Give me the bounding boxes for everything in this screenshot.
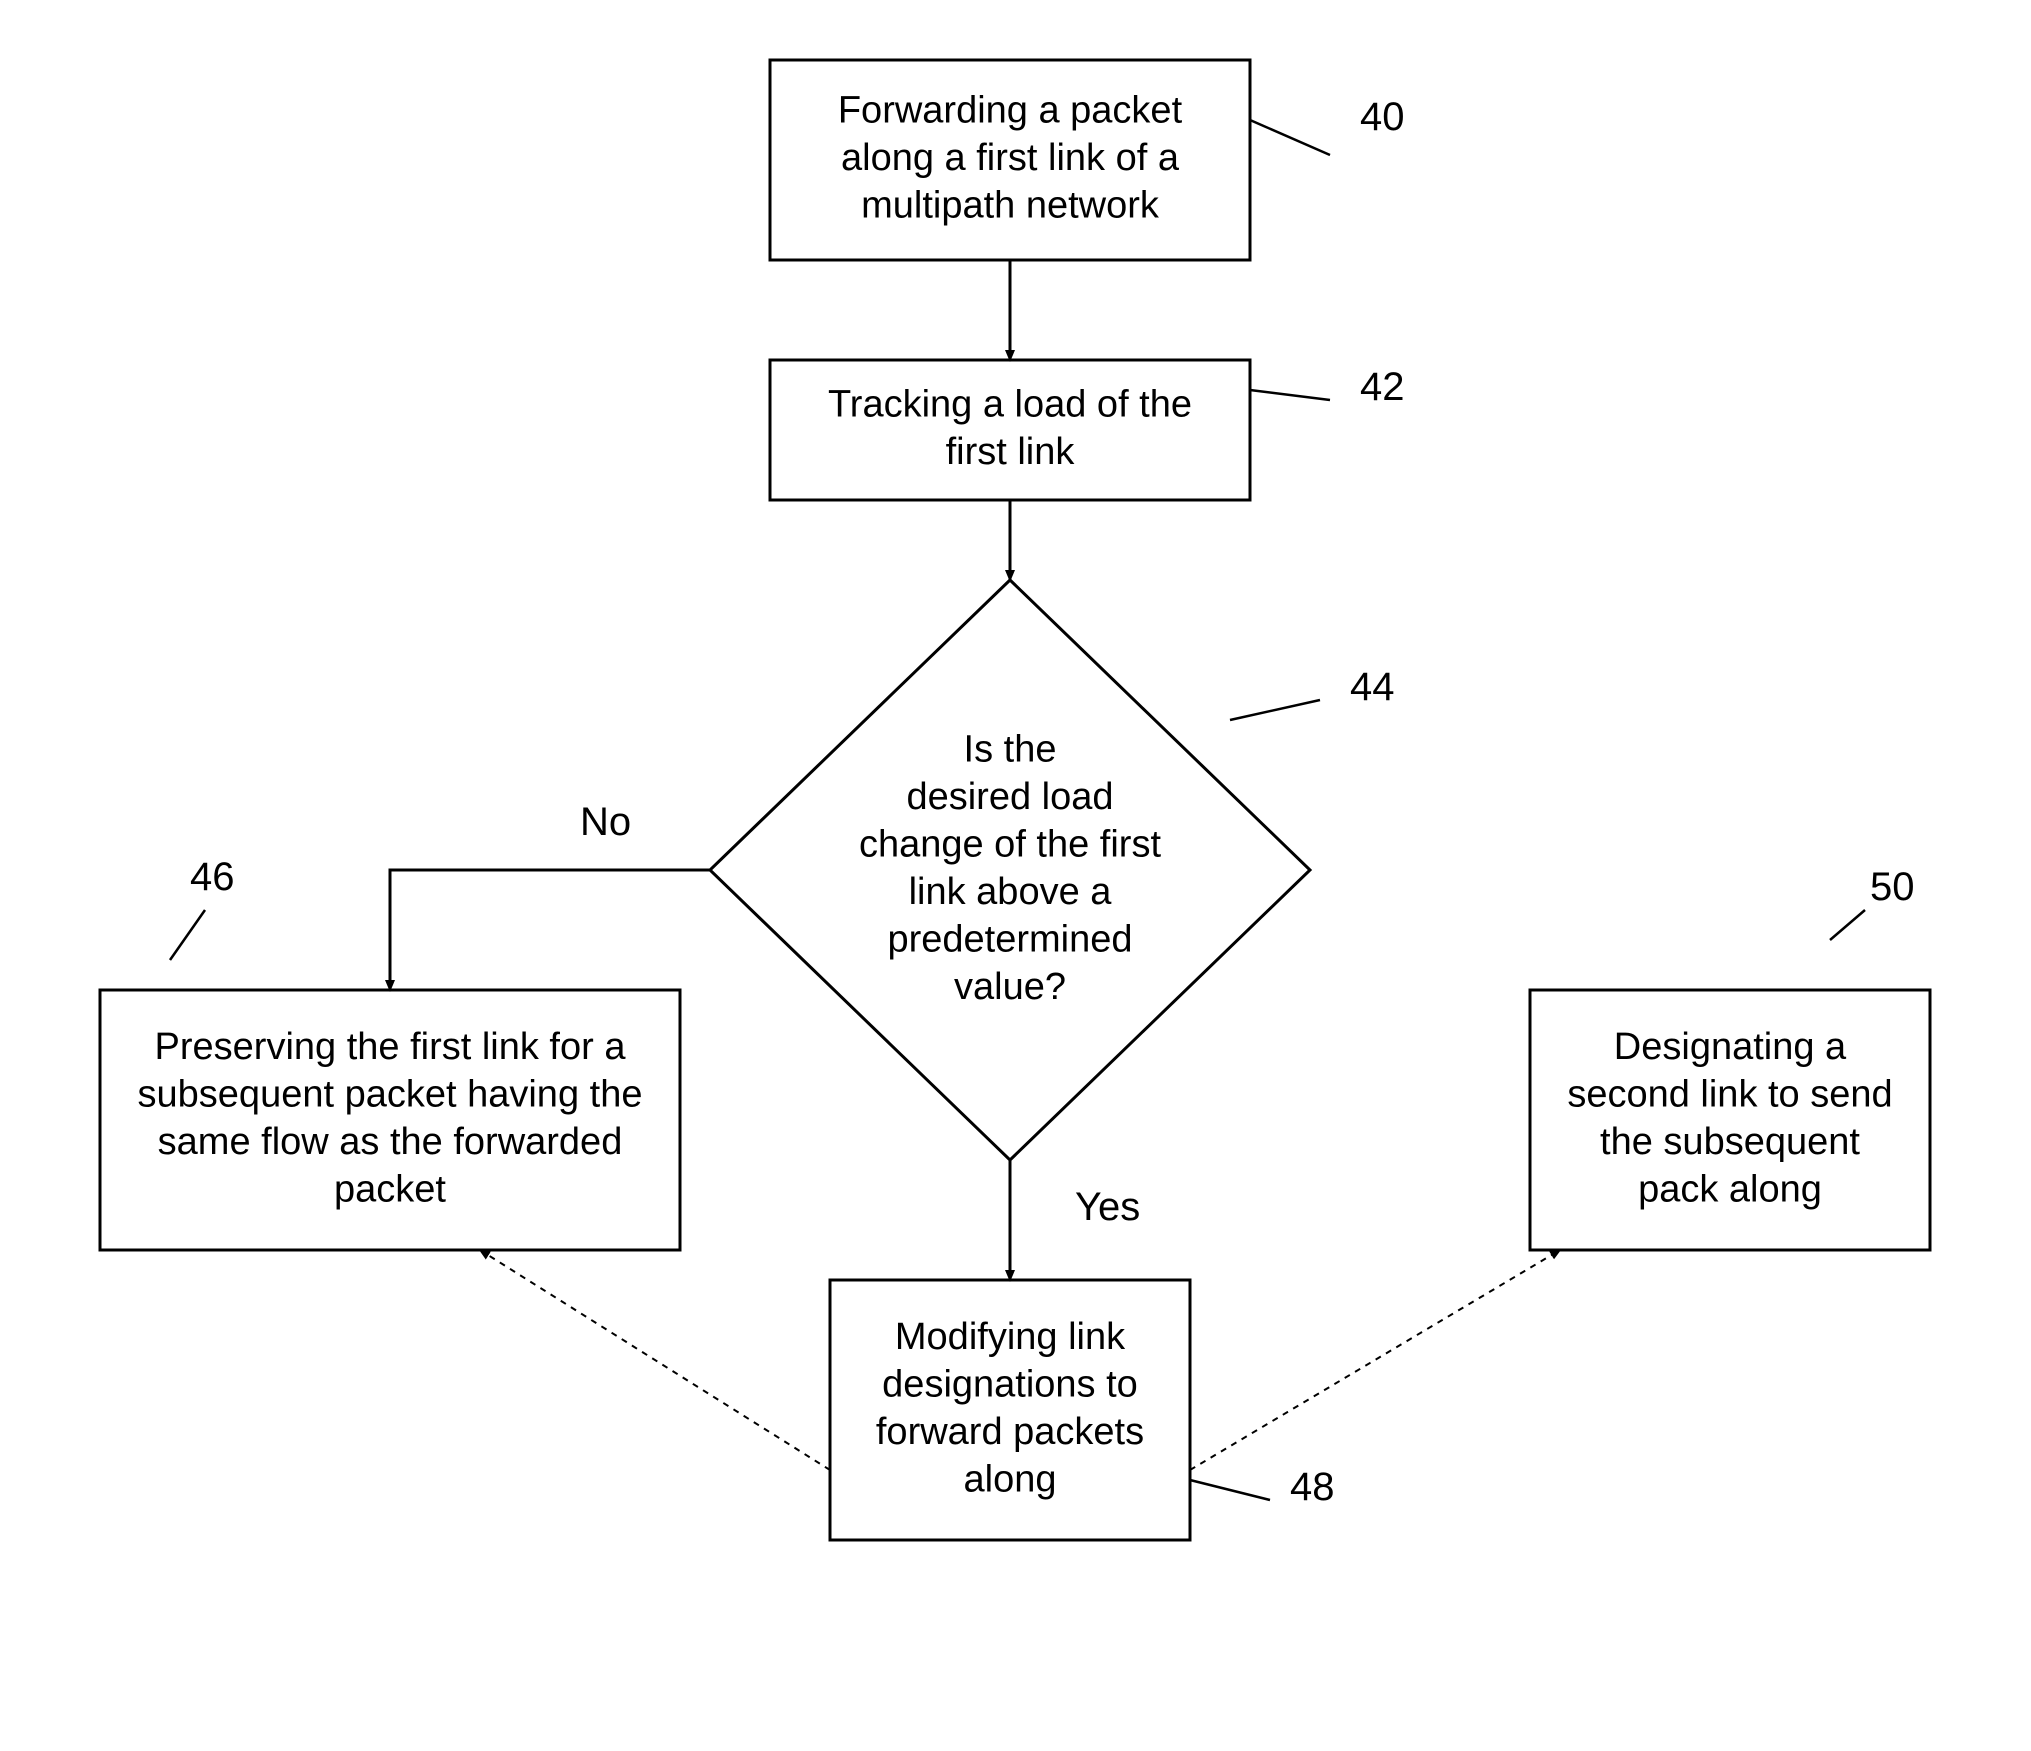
edge-4 <box>480 1250 830 1470</box>
node-n50: Designating a second link to send the subs… <box>1530 865 1930 1250</box>
node-text: forward packets <box>876 1411 1144 1453</box>
node-text: Preserving the first link for a <box>155 1026 627 1068</box>
node-n40: Forwarding a packet along a first link of… <box>770 60 1405 260</box>
edge-label: Yes <box>1075 1185 1140 1229</box>
node-text: Forwarding a packet <box>838 90 1183 132</box>
node-text: Tracking a load of the <box>828 383 1192 425</box>
node-text: Modifying link <box>895 1316 1126 1358</box>
node-text: designations to <box>882 1363 1138 1405</box>
node-text: value? <box>954 966 1066 1008</box>
node-text: Is the <box>964 728 1057 770</box>
ref-label: 50 <box>1870 865 1915 909</box>
leader-line <box>1250 390 1330 400</box>
node-text: link above a <box>909 871 1113 913</box>
node-text: first link <box>946 431 1076 473</box>
node-text: desired load <box>906 776 1113 818</box>
edge-2 <box>390 870 710 990</box>
node-text: along <box>964 1458 1057 1500</box>
leader-line <box>1190 1480 1270 1500</box>
edge-label: No <box>580 800 631 844</box>
edge-5 <box>1190 1250 1560 1470</box>
ref-label: 48 <box>1290 1465 1335 1509</box>
node-text: same flow as the forwarded <box>158 1121 623 1163</box>
node-text: along a first link of a <box>841 137 1180 179</box>
leader-line <box>1230 700 1320 720</box>
node-text: predetermined <box>887 918 1132 960</box>
ref-label: 40 <box>1360 95 1405 139</box>
node-n44: Is the desired load change of the first lin… <box>710 580 1395 1160</box>
node-text: second link to send <box>1567 1073 1892 1115</box>
leader-line <box>170 910 205 960</box>
node-text: multipath network <box>861 185 1160 227</box>
leader-line <box>1250 120 1330 155</box>
node-text: pack along <box>1638 1168 1822 1210</box>
node-n48: Modifying link designations to forward pac… <box>830 1280 1335 1540</box>
node-text: subsequent packet having the <box>138 1073 643 1115</box>
node-text: packet <box>334 1168 446 1210</box>
ref-label: 46 <box>190 855 235 899</box>
node-n42: Tracking a load of the first link 42 <box>770 360 1405 500</box>
ref-label: 44 <box>1350 665 1395 709</box>
node-text: the subsequent <box>1600 1121 1860 1163</box>
node-text: change of the first <box>859 823 1162 865</box>
leader-line <box>1830 910 1865 940</box>
node-text: Designating a <box>1614 1026 1847 1068</box>
ref-label: 42 <box>1360 365 1405 409</box>
